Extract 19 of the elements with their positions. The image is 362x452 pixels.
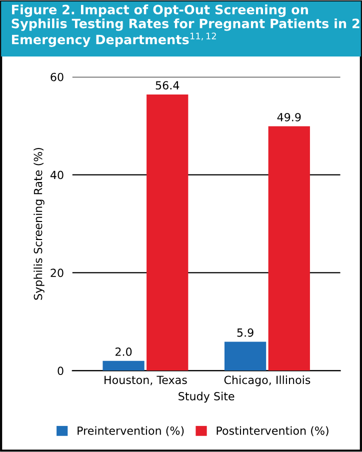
y-tick-label: 0 [58, 366, 64, 376]
x-axis-title: Study Site [178, 392, 234, 403]
chart-title: Figure 2. Impact of Opt-Out Screening on Syphilis Testing Rates for Pregnant Patients in 2 Emergency Departments$^{11,12}$ [12, 4, 360, 47]
data-label: 49.9 [277, 112, 301, 122]
legend-label: Preintervention (%) [78, 426, 184, 436]
legend-label: Postintervention (%) [216, 426, 328, 436]
y-tick-label: 40 [50, 170, 64, 180]
y-tick-label: 20 [50, 268, 64, 278]
x-tick-label: Chicago, Illinois [224, 376, 310, 386]
y-axis-title: Syphilis Screening Rate (%) [34, 148, 44, 300]
bar [102, 360, 144, 371]
data-label: 56.4 [156, 81, 180, 90]
y-tick-label: 60 [50, 72, 64, 82]
bar [268, 126, 310, 371]
x-tick-label: Houston, Texas [104, 376, 187, 386]
data-label: 5.9 [237, 328, 254, 337]
bar [146, 94, 188, 371]
bar [224, 342, 266, 371]
data-label: 2.0 [116, 348, 132, 356]
